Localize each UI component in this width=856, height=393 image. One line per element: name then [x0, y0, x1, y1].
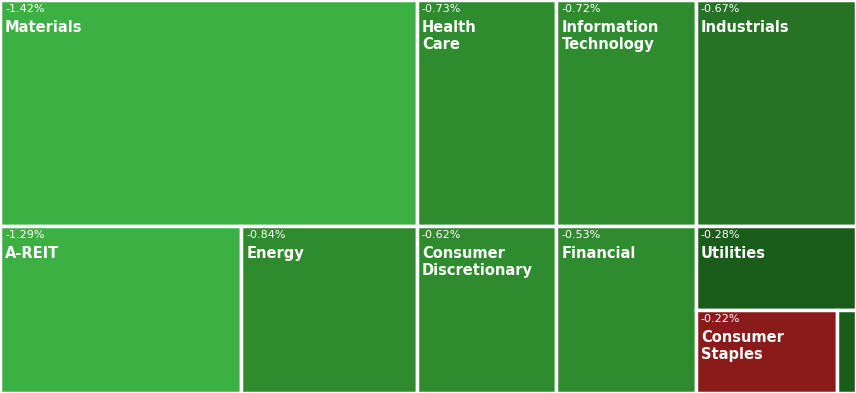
Text: -1.29%: -1.29% — [5, 230, 45, 240]
Bar — [417, 226, 556, 393]
Text: A-REIT: A-REIT — [5, 246, 59, 261]
Bar — [696, 0, 856, 226]
Text: -0.53%: -0.53% — [562, 230, 601, 240]
Bar — [556, 0, 696, 226]
Text: -1.42%: -1.42% — [5, 4, 45, 14]
Bar — [241, 226, 417, 393]
Text: -0.72%: -0.72% — [562, 4, 601, 14]
Text: -0.22%: -0.22% — [701, 314, 740, 325]
Text: Health
Care: Health Care — [422, 20, 477, 52]
Bar — [696, 226, 856, 310]
Text: Energy: Energy — [247, 246, 304, 261]
Bar — [696, 310, 837, 393]
Text: Information
Technology: Information Technology — [562, 20, 659, 52]
Text: Materials: Materials — [5, 20, 82, 35]
Bar — [556, 226, 696, 393]
Text: -0.67%: -0.67% — [701, 4, 740, 14]
Text: -0.62%: -0.62% — [422, 230, 461, 240]
Text: Consumer
Discretionary: Consumer Discretionary — [422, 246, 533, 278]
Bar — [417, 0, 556, 226]
Text: Consumer
Staples: Consumer Staples — [701, 330, 784, 362]
Text: -0.28%: -0.28% — [701, 230, 740, 240]
Text: -0.84%: -0.84% — [247, 230, 286, 240]
Bar — [0, 226, 241, 393]
Text: Utilities: Utilities — [701, 246, 766, 261]
Bar — [837, 310, 856, 393]
Text: Financial: Financial — [562, 246, 636, 261]
Text: Industrials: Industrials — [701, 20, 789, 35]
Text: -0.73%: -0.73% — [422, 4, 461, 14]
Bar — [0, 0, 417, 226]
